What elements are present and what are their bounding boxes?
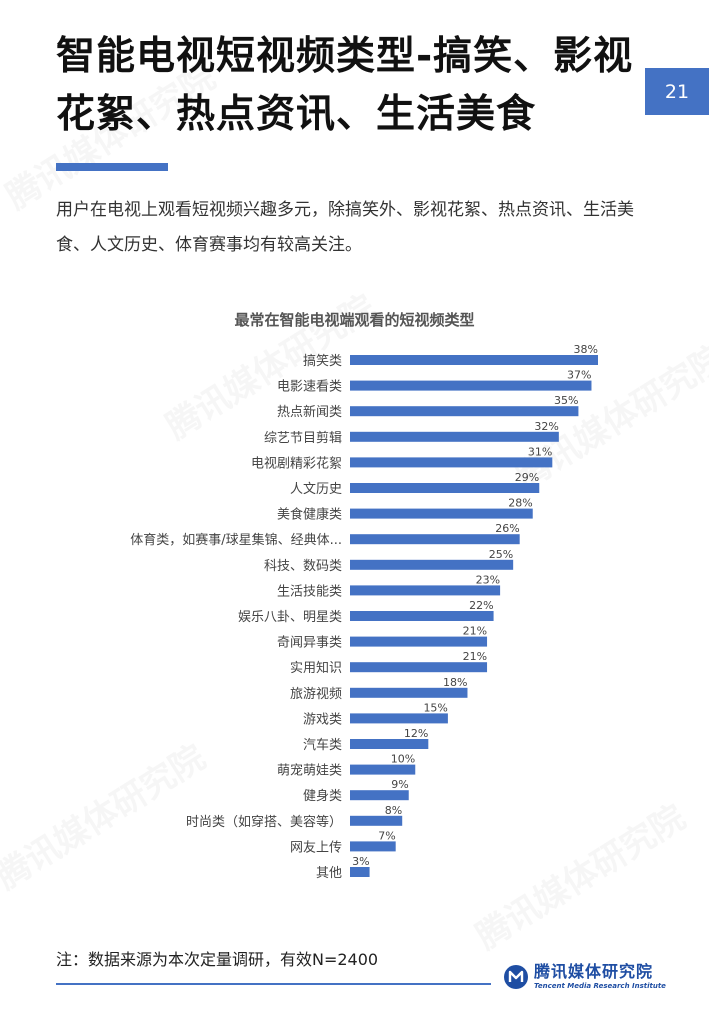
chart-title: 最常在智能电视端观看的短视频类型 (234, 311, 475, 329)
value-label: 10% (391, 753, 415, 766)
brand-name-en: Tencent Media Research Institute (534, 982, 666, 990)
value-label: 12% (404, 727, 428, 740)
bar (350, 508, 533, 519)
footer-rule (56, 983, 491, 985)
category-label: 体育类，如赛事/球星集锦、经典体... (130, 532, 342, 548)
intro-paragraph: 用户在电视上观看短视频兴趣多元，除搞笑外、影视花絮、热点资讯、生活美食、人文历史… (56, 200, 634, 255)
value-label: 7% (378, 829, 395, 842)
page-title: 智能电视短视频类型-搞笑、影视花絮、热点资讯、生活美食 (56, 34, 634, 137)
value-label: 26% (495, 522, 519, 535)
value-label: 22% (469, 599, 493, 612)
value-label: 18% (443, 676, 467, 689)
bar (350, 815, 403, 826)
value-label: 29% (515, 471, 539, 484)
value-label: 21% (463, 650, 487, 663)
bar (350, 739, 429, 749)
category-label: 时尚类（如穿搭、美容等） (186, 814, 342, 830)
category-label: 电影速看类 (277, 379, 342, 395)
value-label: 35% (554, 394, 578, 407)
value-label: 3% (352, 855, 369, 868)
bar (350, 611, 494, 621)
title-underline (56, 163, 168, 171)
category-label: 萌宠萌娃类 (277, 763, 342, 779)
value-label: 31% (528, 445, 552, 458)
bar (350, 713, 448, 724)
bar (350, 764, 416, 775)
bar (350, 636, 488, 647)
category-label: 生活技能类 (277, 584, 342, 599)
bar (350, 867, 370, 877)
bar (350, 406, 579, 417)
bar (350, 380, 592, 391)
bar (350, 687, 468, 698)
value-label: 9% (391, 778, 408, 791)
category-label: 综艺节目剪辑 (264, 430, 342, 446)
brand-logo-icon (504, 965, 528, 989)
value-label: 21% (463, 625, 487, 638)
category-label: 热点新闻类 (277, 404, 342, 420)
value-label: 37% (567, 369, 591, 382)
bar (350, 585, 501, 596)
category-label: 游戏类 (303, 712, 342, 727)
footnote: 注：数据来源为本次定量调研，有效N=2400 (56, 950, 379, 969)
category-label: 娱乐八卦、明星类 (238, 610, 342, 625)
value-label: 28% (508, 497, 532, 510)
category-label: 健身类 (303, 788, 342, 804)
bar (350, 355, 598, 365)
bar (350, 457, 553, 468)
brand-logo: 腾讯媒体研究院 Tencent Media Research Institute (503, 963, 666, 991)
value-label: 25% (489, 548, 513, 561)
category-label: 人文历史 (290, 482, 342, 497)
bar (350, 662, 488, 673)
value-label: 38% (574, 343, 598, 356)
bar (350, 534, 520, 545)
value-label: 32% (534, 420, 558, 433)
category-label: 搞笑类 (303, 353, 342, 369)
bar (350, 431, 559, 442)
bar (350, 559, 514, 570)
category-label: 奇闻异事类 (277, 635, 342, 651)
value-label: 8% (385, 804, 402, 817)
category-label: 科技、数码类 (264, 559, 342, 574)
category-label: 旅游视频 (290, 687, 342, 702)
category-label: 其他 (316, 866, 342, 881)
bar (350, 483, 540, 493)
category-label: 网友上传 (290, 839, 342, 855)
page-number: 21 (645, 68, 709, 115)
bar (350, 790, 409, 801)
category-label: 实用知识 (290, 660, 342, 676)
bar (350, 841, 396, 852)
brand-name-cn: 腾讯媒体研究院 (534, 962, 654, 981)
value-label: 23% (476, 573, 500, 586)
category-label: 电视剧精彩花絮 (251, 455, 342, 471)
category-label: 汽车类 (303, 737, 342, 753)
value-label: 15% (423, 701, 447, 714)
bar-chart: 搞笑类 38% 电影速看类 37% 热点新闻类 35% 综艺节目剪辑 32% 电视剧精彩花絮 31… (130, 343, 598, 881)
category-label: 美食健康类 (277, 507, 342, 523)
